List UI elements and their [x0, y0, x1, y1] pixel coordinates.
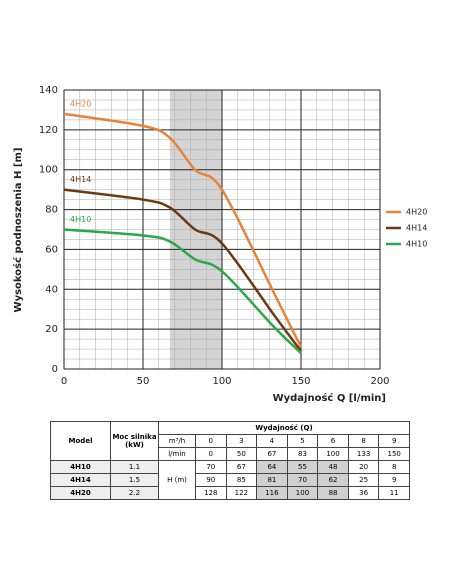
- x-axis-title: Wydajność Q [l/min]: [273, 392, 386, 404]
- table-cell: H (m): [158, 460, 196, 500]
- table-cell: 64: [256, 460, 288, 474]
- table-cell: 128: [195, 486, 227, 500]
- table-cell: 85: [225, 473, 258, 487]
- table-header: Moc silnika (kW): [110, 421, 159, 461]
- x-tick-label: 100: [212, 376, 231, 387]
- table-row: 4H14 1.5 90 85 81 70 62 25 9: [50, 473, 410, 487]
- table-row: 4H10 1.1 H (m) 70 67 64 55 48 20 8: [50, 460, 410, 500]
- table-cell: 4H10: [50, 460, 111, 474]
- table-cell: 9: [378, 473, 410, 487]
- y-tick-label: 120: [39, 125, 58, 136]
- table-cell: 116: [256, 486, 288, 500]
- table-unit: m³/h: [158, 434, 196, 448]
- y-tick-label: 60: [45, 244, 58, 255]
- table-cell: 81: [256, 473, 288, 487]
- table-cell: 4H20: [50, 486, 111, 500]
- data-table: Model Moc silnika (kW) Wydajność (Q) m³/…: [50, 421, 410, 500]
- table-cell: 11: [378, 486, 410, 500]
- table-row: Model Moc silnika (kW) Wydajność (Q): [50, 421, 410, 461]
- table-cell: 36: [347, 486, 380, 500]
- table-unit: l/min: [158, 447, 196, 461]
- table-cell: 1.5: [110, 473, 159, 487]
- table-cell: 122: [225, 486, 258, 500]
- table-cell: 8: [378, 460, 410, 474]
- table-cell: 67: [225, 460, 258, 474]
- table-cell: 2.2: [110, 486, 159, 500]
- table-header: Model: [50, 421, 111, 461]
- line: [63, 112, 303, 348]
- y-tick-label: 40: [45, 284, 58, 295]
- table-cell: 0: [195, 434, 227, 448]
- x-tick-label: 50: [137, 376, 150, 387]
- table-cell: 70: [286, 473, 319, 487]
- curve-label: 4H10: [70, 215, 91, 224]
- table-header: Wydajność (Q): [158, 421, 410, 435]
- table-cell: 50: [225, 447, 258, 461]
- table-cell: 88: [317, 486, 349, 500]
- line: [63, 228, 302, 354]
- y-tick-label: 20: [45, 324, 58, 335]
- x-tick-label: 200: [370, 376, 389, 387]
- y-tick-label: 80: [45, 205, 58, 216]
- table-cell: 83: [286, 447, 319, 461]
- line: [63, 188, 303, 352]
- table-cell: 8: [347, 434, 380, 448]
- table-row: 4H20 2.2 128 122 116 100 88 36 11: [50, 486, 410, 500]
- y-tick-label: 100: [39, 165, 58, 176]
- table-cell: 48: [317, 460, 349, 474]
- table-cell: 70: [195, 460, 227, 474]
- curve-label: 4H20: [70, 99, 91, 108]
- table-cell: 1.1: [110, 460, 159, 474]
- table-cell: 150: [378, 447, 410, 461]
- table-cell: 0: [195, 447, 227, 461]
- y-tick-label: 140: [39, 85, 58, 96]
- plot-area: [64, 90, 380, 369]
- table-cell: 90: [195, 473, 227, 487]
- table-cell: 67: [256, 447, 288, 461]
- curve-label: 4H14: [70, 175, 91, 184]
- table-cell: 100: [317, 447, 349, 461]
- chart: Wysokość podnoszenia H [m] Wydajność Q […: [12, 85, 427, 404]
- table-cell: 133: [347, 447, 380, 461]
- table-cell: 5: [286, 434, 319, 448]
- table-cell: 100: [286, 486, 319, 500]
- table-cell: 20: [347, 460, 380, 474]
- x-tick-label: 0: [61, 376, 67, 387]
- table-cell: 55: [286, 460, 319, 474]
- x-tick-label: 150: [291, 376, 310, 387]
- table-cell: 4H14: [50, 473, 111, 487]
- table-body: Model Moc silnika (kW) Wydajność (Q) m³/…: [50, 421, 410, 500]
- legend-label: 4H14: [406, 224, 427, 233]
- table-cell: 6: [317, 434, 349, 448]
- table-row: m³/h 0 3 4 5 6 8 9: [51, 434, 410, 448]
- table-cell: 3: [225, 434, 258, 448]
- legend-label: 4H10: [406, 240, 427, 249]
- y-tick-label: 0: [52, 364, 58, 375]
- legend-label: 4H20: [406, 208, 427, 217]
- table-cell: 62: [317, 473, 349, 487]
- table-cell: 25: [347, 473, 380, 487]
- y-axis-title: Wysokość podnoszenia H [m]: [12, 148, 24, 313]
- table-cell: 4: [256, 434, 288, 448]
- table-cell: 9: [378, 434, 410, 448]
